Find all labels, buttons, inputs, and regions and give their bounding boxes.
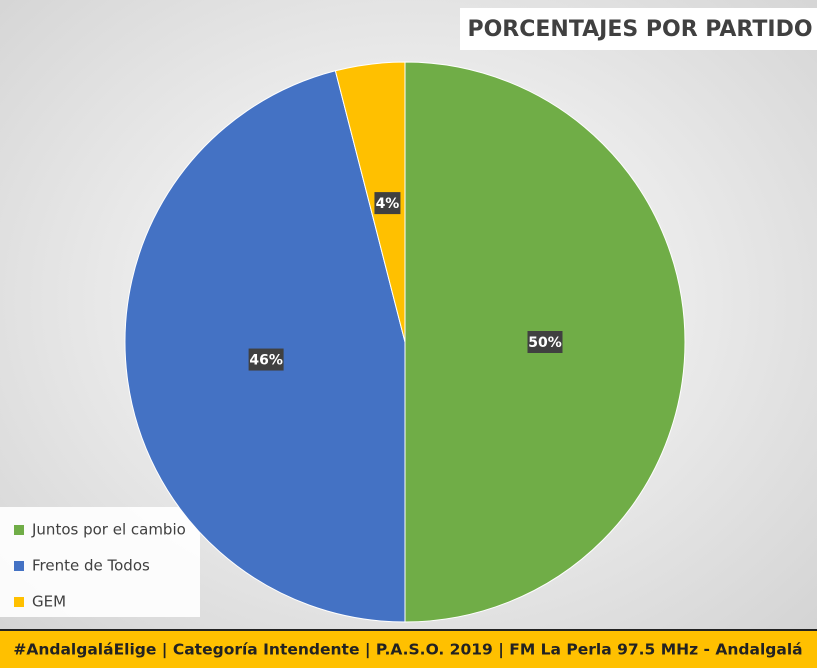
data-label: 46% [249,353,283,369]
data-label-box [374,192,401,215]
legend-swatch [14,525,24,535]
data-label: 4% [376,196,400,212]
legend-label: Frente de Todos [32,557,150,575]
footer-text: #AndalgaláElige | Categoría Intendente |… [13,641,802,660]
legend-swatch [14,597,24,607]
data-label: 50% [528,335,562,351]
pie-slice [124,70,406,623]
title-box [460,8,817,50]
chart-title: PORCENTAJES POR PARTIDO [467,17,812,42]
footer-bar [0,630,817,668]
legend-label: GEM [32,593,66,611]
data-label-box [248,348,284,371]
legend-label: Juntos por el cambio [31,521,186,539]
pie-slice [334,61,406,343]
legend-swatch [14,561,24,571]
legend-box [0,507,200,617]
data-label-box [527,331,563,353]
